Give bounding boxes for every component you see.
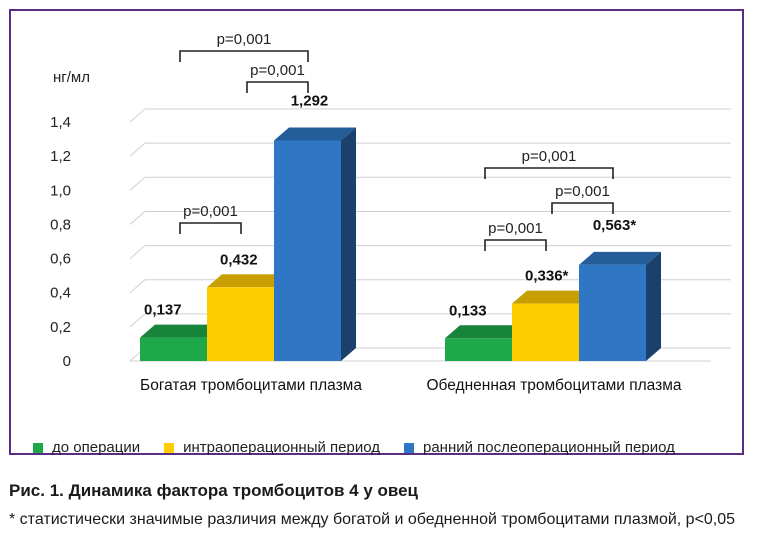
bar-top <box>140 324 222 338</box>
gridline-wall <box>129 279 146 294</box>
data-label: 0,133 <box>449 302 487 319</box>
significance-bracket <box>484 167 614 179</box>
y-tick-label: 1,4 <box>50 114 71 131</box>
bar <box>579 264 646 361</box>
legend-item-early-post-op: ранний послеоперационный период <box>403 439 675 456</box>
bar-side <box>646 251 661 361</box>
bar-top <box>445 325 527 339</box>
significance-bracket <box>246 81 309 93</box>
legend-swatch-blue <box>403 442 414 453</box>
figure-caption-note: * статистически значимые различия между … <box>9 511 736 528</box>
y-tick-label: 1,0 <box>50 182 71 199</box>
gridline-wall <box>129 176 146 191</box>
gridline-wall <box>129 142 146 157</box>
bar <box>445 338 512 361</box>
legend-swatch-yellow <box>164 442 175 453</box>
figure-caption-title: Рис. 1. Динамика фактора тромбоцитов 4 у… <box>9 481 419 500</box>
data-label: 0,137 <box>144 302 182 319</box>
y-tick-label: 0,6 <box>50 251 71 268</box>
data-label: 0,432 <box>220 251 258 268</box>
significance-bracket <box>484 239 547 251</box>
legend-label: до операции <box>52 439 141 456</box>
significance-label: p=0,001 <box>183 203 238 220</box>
significance-bracket <box>179 50 309 62</box>
legend: до операции интраоперационный период ран… <box>33 439 699 456</box>
gridline-wall <box>129 245 146 259</box>
figure-frame: 0 0,2 0,4 0,6 0,8 1,0 1,2 1,4 нг/мл 0,137 0,133 0,4… <box>9 9 744 456</box>
x-category-label: Богатая тромбоцитами плазма <box>140 377 362 394</box>
bar-top <box>207 274 289 288</box>
data-label: 0,563* <box>593 217 637 234</box>
bar <box>140 337 207 361</box>
legend-label: интраоперационный период <box>183 439 380 456</box>
legend-item-intra-op: интраоперационный период <box>164 439 380 456</box>
bar-top <box>512 290 594 304</box>
legend-item-pre-op: до операции <box>33 439 140 456</box>
bar <box>512 303 579 361</box>
bar-top <box>579 251 661 265</box>
y-axis-label: нг/мл <box>53 69 90 86</box>
significance-label: p=0,001 <box>217 31 272 48</box>
x-category-label: Обедненная тромбоцитами плазма <box>427 377 682 394</box>
bar-top <box>274 127 356 141</box>
gridline-wall <box>129 108 146 123</box>
data-label: 1,292 <box>291 92 329 109</box>
significance-label: p=0,001 <box>250 62 305 79</box>
y-tick-label: 1,2 <box>50 148 71 165</box>
data-label: 0,336* <box>525 268 569 285</box>
y-tick-label: 0,2 <box>50 319 71 336</box>
legend-swatch-green <box>33 442 43 453</box>
y-tick-label: 0,8 <box>50 216 71 233</box>
bar <box>207 287 274 361</box>
significance-label: p=0,001 <box>522 148 577 165</box>
y-tick-label: 0 <box>63 353 71 370</box>
significance-label: p=0,001 <box>555 183 610 200</box>
legend-label: ранний послеоперационный период <box>422 439 675 456</box>
significance-bracket <box>551 202 614 214</box>
y-tick-label: 0,4 <box>50 285 71 302</box>
bar <box>274 140 341 361</box>
gridline-wall <box>129 211 146 225</box>
bar-side <box>341 127 356 361</box>
significance-bracket <box>179 222 242 234</box>
bar-chart: 0 0,2 0,4 0,6 0,8 1,0 1,2 1,4 нг/мл 0,137 0,133 0,4… <box>50 31 731 394</box>
gridline-wall <box>129 313 146 328</box>
significance-label: p=0,001 <box>488 220 543 237</box>
